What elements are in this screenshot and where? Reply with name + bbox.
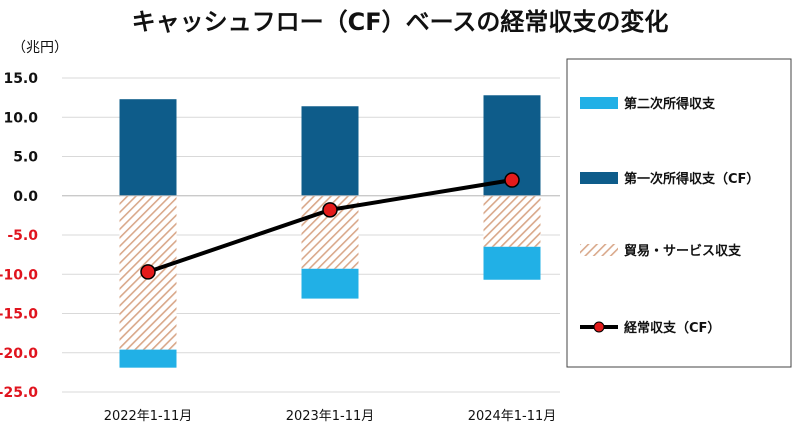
current-account-point (140, 264, 156, 280)
legend-label: 第二次所得収支 (624, 96, 716, 112)
y-tick-labels: 15.0 10.0 5.0 0.0 -5.0 -10.0 -15.0 -20.0 -25.0 (0, 71, 38, 401)
current-account-point (504, 172, 520, 188)
y-tick-label: -5.0 (7, 228, 38, 244)
y-tick-label: -10.0 (0, 267, 38, 283)
legend-label: 第一次所得収支（CF） (624, 171, 759, 187)
bars (62, 95, 560, 368)
legend-label: 貿易・サービス収支 (624, 243, 742, 259)
y-tick-label: -20.0 (0, 346, 38, 362)
bar-primary-income (301, 106, 359, 196)
y-tick-label: 15.0 (3, 71, 38, 87)
legend-swatch (580, 97, 618, 109)
bar-secondary-income (483, 246, 541, 280)
legend-swatch (580, 244, 618, 256)
legend-swatch (580, 172, 618, 184)
bar-primary-income (119, 99, 177, 196)
y-tick-label: 0.0 (13, 189, 38, 205)
current-account-point (322, 202, 338, 218)
bar-secondary-income (119, 349, 177, 368)
chart-title: キャッシュフロー（CF）ベースの経常収支の変化 (132, 8, 669, 36)
y-tick-label: -15.0 (0, 307, 38, 323)
category-labels: 2022年1-11月 2023年1-11月 2024年1-11月 (104, 409, 557, 424)
y-tick-label: 10.0 (3, 110, 38, 126)
current-account-line (140, 172, 520, 280)
x-category-label: 2023年1-11月 (286, 409, 375, 424)
x-category-label: 2022年1-11月 (104, 409, 193, 424)
bar-trade-services (483, 195, 541, 247)
legend-box (566, 58, 792, 368)
y-tick-label: -25.0 (0, 385, 38, 401)
legend-line-marker (593, 321, 605, 333)
x-category-label: 2024年1-11月 (468, 409, 557, 424)
y-unit-label: （兆円） (12, 40, 68, 56)
y-tick-label: 5.0 (13, 150, 38, 166)
bar-secondary-income (301, 268, 359, 299)
legend-label: 経常収支（CF） (624, 320, 720, 336)
